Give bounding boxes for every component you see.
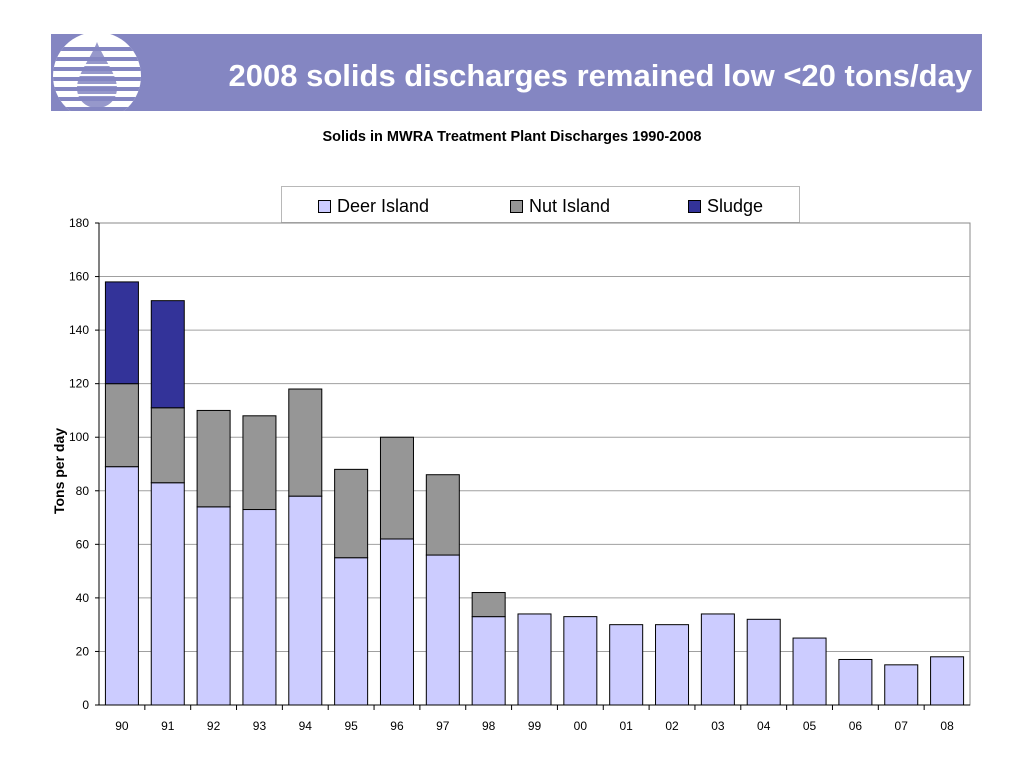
bar-nut-island-95 (334, 468, 369, 559)
bar-deer-island-97 (425, 554, 460, 706)
page-title: 2008 solids discharges remained low <20 … (228, 58, 972, 93)
bar-deer-island-07 (884, 664, 919, 706)
bar-nut-island-90 (104, 383, 139, 468)
y-tick-label: 0 (82, 698, 89, 712)
x-tick-label: 90 (115, 719, 129, 733)
legend-swatch-sludge (688, 199, 701, 213)
bar-deer-island-01 (609, 624, 644, 706)
x-tick-label: 92 (207, 719, 221, 733)
x-tick-label: 04 (757, 719, 771, 733)
bar-deer-island-06 (838, 658, 873, 706)
bar-deer-island-00 (563, 616, 598, 706)
bar-deer-island-94 (288, 495, 323, 706)
bar-deer-island-96 (379, 538, 414, 706)
x-tick-label: 93 (253, 719, 267, 733)
bar-nut-island-96 (379, 436, 414, 540)
legend-label-deer-island: Deer Island (337, 195, 430, 216)
legend-swatch-nut-island (510, 199, 523, 213)
bar-deer-island-99 (517, 613, 552, 706)
x-tick-label: 96 (390, 719, 404, 733)
x-tick-label: 05 (803, 719, 817, 733)
x-tick-label: 99 (528, 719, 542, 733)
x-tick-label: 08 (940, 719, 954, 733)
y-tick-label: 180 (69, 216, 89, 230)
mwra-logo-icon (53, 34, 141, 111)
y-tick-label: 140 (69, 323, 89, 337)
bar-nut-island-92 (196, 409, 231, 508)
bar-deer-island-91 (150, 482, 185, 706)
x-tick-label: 01 (620, 719, 634, 733)
bar-deer-island-98 (471, 616, 506, 706)
bar-nut-island-97 (425, 474, 460, 556)
bar-nut-island-91 (150, 407, 185, 484)
y-tick-label: 60 (76, 537, 90, 551)
bar-deer-island-02 (655, 624, 690, 706)
y-tick-label: 120 (69, 377, 89, 391)
bar-deer-island-95 (334, 557, 369, 706)
y-tick-label: 40 (76, 591, 90, 605)
x-tick-label: 97 (436, 719, 450, 733)
y-tick-label: 80 (76, 484, 90, 498)
x-tick-label: 91 (161, 719, 175, 733)
x-tick-label: 07 (895, 719, 909, 733)
x-tick-label: 03 (711, 719, 725, 733)
x-tick-label: 06 (849, 719, 863, 733)
legend-item-nut-island: Nut Island (510, 196, 610, 216)
legend-item-deer-island: Deer Island (318, 196, 429, 216)
y-tick-label: 20 (76, 644, 90, 658)
bar-sludge-90 (104, 281, 139, 385)
y-tick-label: 160 (69, 270, 89, 284)
legend-item-sludge: Sludge (688, 196, 763, 216)
legend-swatch-deer-island (318, 199, 331, 213)
bar-deer-island-03 (700, 613, 735, 706)
legend-label-nut-island: Nut Island (529, 195, 611, 216)
bar-nut-island-94 (288, 388, 323, 497)
bar-deer-island-08 (930, 656, 965, 706)
x-tick-label: 98 (482, 719, 496, 733)
chart-legend: Deer Island Nut Island Sludge (281, 186, 800, 223)
bar-deer-island-90 (104, 466, 139, 706)
bar-nut-island-98 (471, 592, 506, 618)
legend-label-sludge: Sludge (707, 195, 764, 216)
x-tick-label: 02 (665, 719, 679, 733)
bar-nut-island-93 (242, 415, 277, 511)
chart-title: Solids in MWRA Treatment Plant Discharge… (322, 129, 702, 145)
bar-deer-island-04 (746, 618, 781, 706)
x-tick-label: 95 (344, 719, 358, 733)
header-banner: 2008 solids discharges remained low <20 … (51, 34, 982, 111)
x-tick-label: 94 (299, 719, 313, 733)
bar-sludge-91 (150, 300, 185, 409)
bar-deer-island-92 (196, 506, 231, 706)
x-tick-label: 00 (574, 719, 588, 733)
bar-deer-island-05 (792, 637, 827, 706)
y-tick-label: 100 (69, 430, 89, 444)
bar-deer-island-93 (242, 509, 277, 706)
